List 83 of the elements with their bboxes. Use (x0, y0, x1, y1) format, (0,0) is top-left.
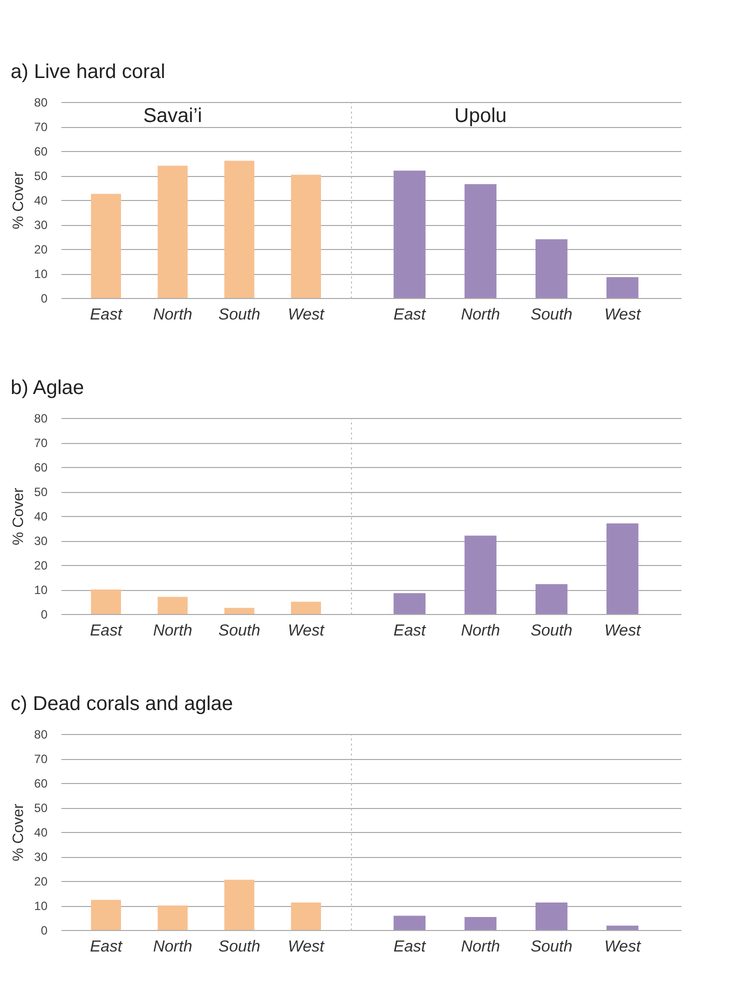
y-tick-label: 10 (34, 899, 48, 913)
y-tick-label: 0 (40, 924, 48, 938)
y-tick-label: 40 (34, 826, 48, 840)
y-axis-title: % Cover (10, 804, 28, 862)
bar (291, 174, 321, 298)
x-tick-label: North (153, 306, 192, 324)
y-tick-label: 40 (34, 194, 48, 208)
bar (158, 166, 188, 298)
bar (536, 239, 568, 298)
y-tick-label: 30 (34, 534, 48, 548)
bar (291, 602, 321, 614)
y-tick-label: 10 (34, 583, 48, 597)
y-tick-label: 30 (34, 850, 48, 864)
y-tick-label: 50 (34, 169, 48, 183)
y-tick-label: 60 (34, 144, 48, 158)
x-tick-label: East (90, 306, 123, 324)
x-tick-label: South (218, 306, 260, 324)
y-tick-label: 80 (34, 728, 48, 742)
bar (224, 880, 254, 930)
bar (536, 902, 568, 930)
x-tick-label: West (288, 622, 325, 640)
y-tick-label: 80 (34, 96, 48, 110)
y-tick-label: 40 (34, 510, 48, 524)
bar (91, 900, 121, 930)
y-tick-label: 70 (34, 120, 48, 134)
x-tick-label: North (460, 306, 500, 324)
chart-title: a) Live hard coral (10, 61, 166, 83)
bar (606, 523, 638, 614)
y-tick-label: 70 (34, 436, 48, 450)
y-tick-label: 20 (34, 874, 48, 888)
x-tick-label: South (530, 938, 572, 956)
x-tick-label: North (153, 622, 192, 640)
y-tick-label: 60 (34, 776, 48, 790)
x-tick-label: North (460, 622, 500, 640)
x-tick-label: South (218, 938, 260, 956)
bar (158, 906, 188, 930)
bar (606, 926, 638, 930)
bar (394, 916, 426, 930)
x-tick-label: East (394, 306, 426, 324)
y-tick-label: 50 (34, 485, 48, 499)
y-tick-label: 20 (34, 242, 48, 256)
bar (224, 160, 254, 298)
x-tick-label: East (394, 938, 426, 956)
x-tick-label: South (218, 622, 260, 640)
x-tick-label: West (604, 622, 642, 640)
y-tick-label: 20 (34, 558, 48, 572)
y-tick-label: 80 (34, 412, 48, 426)
text: Upolu (454, 105, 507, 127)
x-tick-label: East (90, 622, 123, 640)
chart-title: b) Aglae (10, 377, 84, 399)
bar (464, 536, 496, 614)
x-tick-label: West (604, 938, 642, 956)
bar (91, 194, 121, 298)
x-tick-label: East (394, 622, 426, 640)
bar (536, 584, 568, 614)
x-tick-label: East (90, 938, 123, 956)
y-axis-title: % Cover (10, 488, 28, 546)
x-tick-label: South (530, 622, 572, 640)
bar (291, 902, 321, 930)
bar (91, 590, 121, 614)
y-tick-label: 0 (40, 608, 48, 622)
x-tick-label: North (460, 938, 500, 956)
bar (224, 608, 254, 614)
text: Savai’i (143, 105, 202, 127)
bar (394, 170, 426, 298)
y-tick-label: 50 (34, 801, 48, 815)
y-tick-label: 0 (40, 292, 48, 306)
bar (464, 917, 496, 930)
y-tick-label: 10 (34, 267, 48, 281)
x-tick-label: North (153, 938, 192, 956)
y-tick-label: 30 (34, 218, 48, 232)
chart-title: c) Dead corals and aglae (10, 693, 234, 715)
x-tick-label: West (288, 306, 325, 324)
bar (158, 596, 188, 614)
bar (464, 184, 496, 298)
x-tick-label: South (530, 306, 572, 324)
y-axis-title: % Cover (10, 172, 28, 230)
x-tick-label: West (288, 938, 325, 956)
x-tick-label: West (604, 306, 642, 324)
bar (606, 277, 638, 298)
y-tick-label: 60 (34, 460, 48, 474)
bar (394, 593, 426, 614)
y-tick-label: 70 (34, 752, 48, 766)
